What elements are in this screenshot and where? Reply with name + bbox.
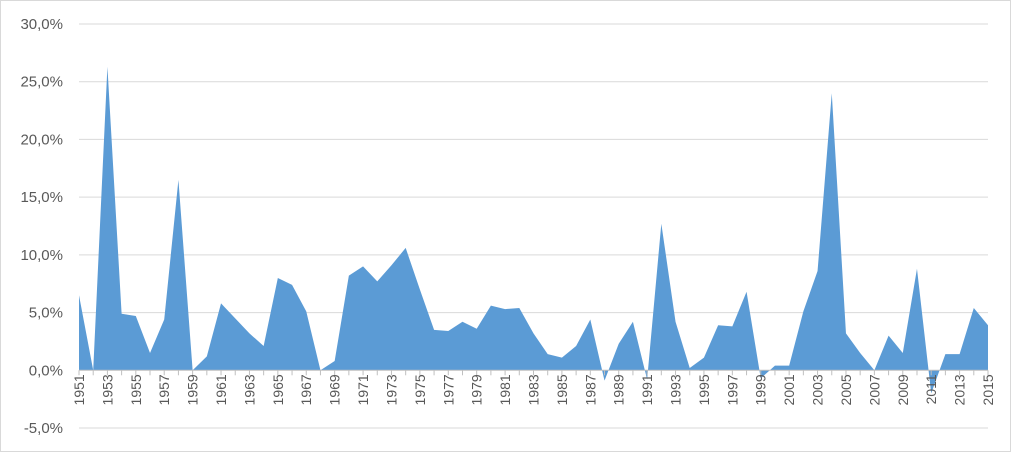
- x-tick-label: 1993: [668, 374, 684, 405]
- y-tick-label: 10,0%: [20, 247, 63, 264]
- x-tick-label: 1957: [156, 374, 172, 405]
- x-tick-label: 2001: [781, 374, 797, 405]
- x-tick-label: 1961: [213, 374, 229, 405]
- x-tick-label: 2005: [838, 374, 854, 405]
- x-tick-label: 1987: [582, 374, 598, 405]
- gridlines: [79, 23, 988, 429]
- x-tick-label: 1997: [724, 374, 740, 405]
- x-tick-label: 1963: [241, 374, 257, 405]
- x-axis: [78, 369, 989, 376]
- x-tick-label: 2013: [952, 374, 968, 405]
- x-tick-label: 1971: [355, 374, 371, 405]
- x-tick-label: 1991: [639, 374, 655, 405]
- x-tick-label: 1979: [469, 374, 485, 405]
- series-area: [79, 66, 988, 394]
- x-tick-label: 1965: [270, 374, 286, 405]
- x-tick-label: 1995: [696, 374, 712, 405]
- x-tick-label: 1953: [99, 374, 115, 405]
- x-tick-label: 1983: [526, 374, 542, 405]
- x-tick-label: 1977: [440, 374, 456, 405]
- x-tick-label: 1973: [383, 374, 399, 405]
- y-tick-label: 5,0%: [29, 305, 63, 322]
- x-tick-label: 1975: [412, 374, 428, 405]
- x-tick-label: 1981: [497, 374, 513, 405]
- x-tick-label: 2015: [980, 374, 996, 405]
- x-tick-label: 1955: [128, 374, 144, 405]
- x-tick-label: 1999: [753, 374, 769, 405]
- y-tick-label: 25,0%: [20, 74, 63, 91]
- x-tick-label: 1951: [71, 374, 87, 405]
- x-tick-label: 1969: [327, 374, 343, 405]
- x-tick-label: 2003: [810, 374, 826, 405]
- x-tick-label: 2009: [895, 374, 911, 405]
- y-tick-label: 0,0%: [29, 362, 63, 379]
- y-tick-label: 20,0%: [20, 131, 63, 148]
- x-tick-label: 1967: [298, 374, 314, 405]
- x-tick-label: 2011: [923, 374, 939, 404]
- y-tick-label: 30,0%: [20, 16, 63, 33]
- x-tick-label: 1989: [611, 374, 627, 405]
- x-tick-label: 1985: [554, 374, 570, 405]
- area-series: [79, 66, 988, 394]
- x-tick-label: 1959: [185, 374, 201, 405]
- y-tick-label: 15,0%: [20, 189, 63, 206]
- x-tick-label: 2007: [866, 374, 882, 405]
- y-axis-labels: -5,0% 0,0% 5,0% 10,0% 15,0% 20,0% 25,0% 30,0%: [20, 16, 63, 437]
- y-tick-label: -5,0%: [24, 420, 63, 437]
- x-axis-labels: 1951 1953 1955 1957 1959 1961 1963 1965 1967 1969…: [71, 374, 996, 405]
